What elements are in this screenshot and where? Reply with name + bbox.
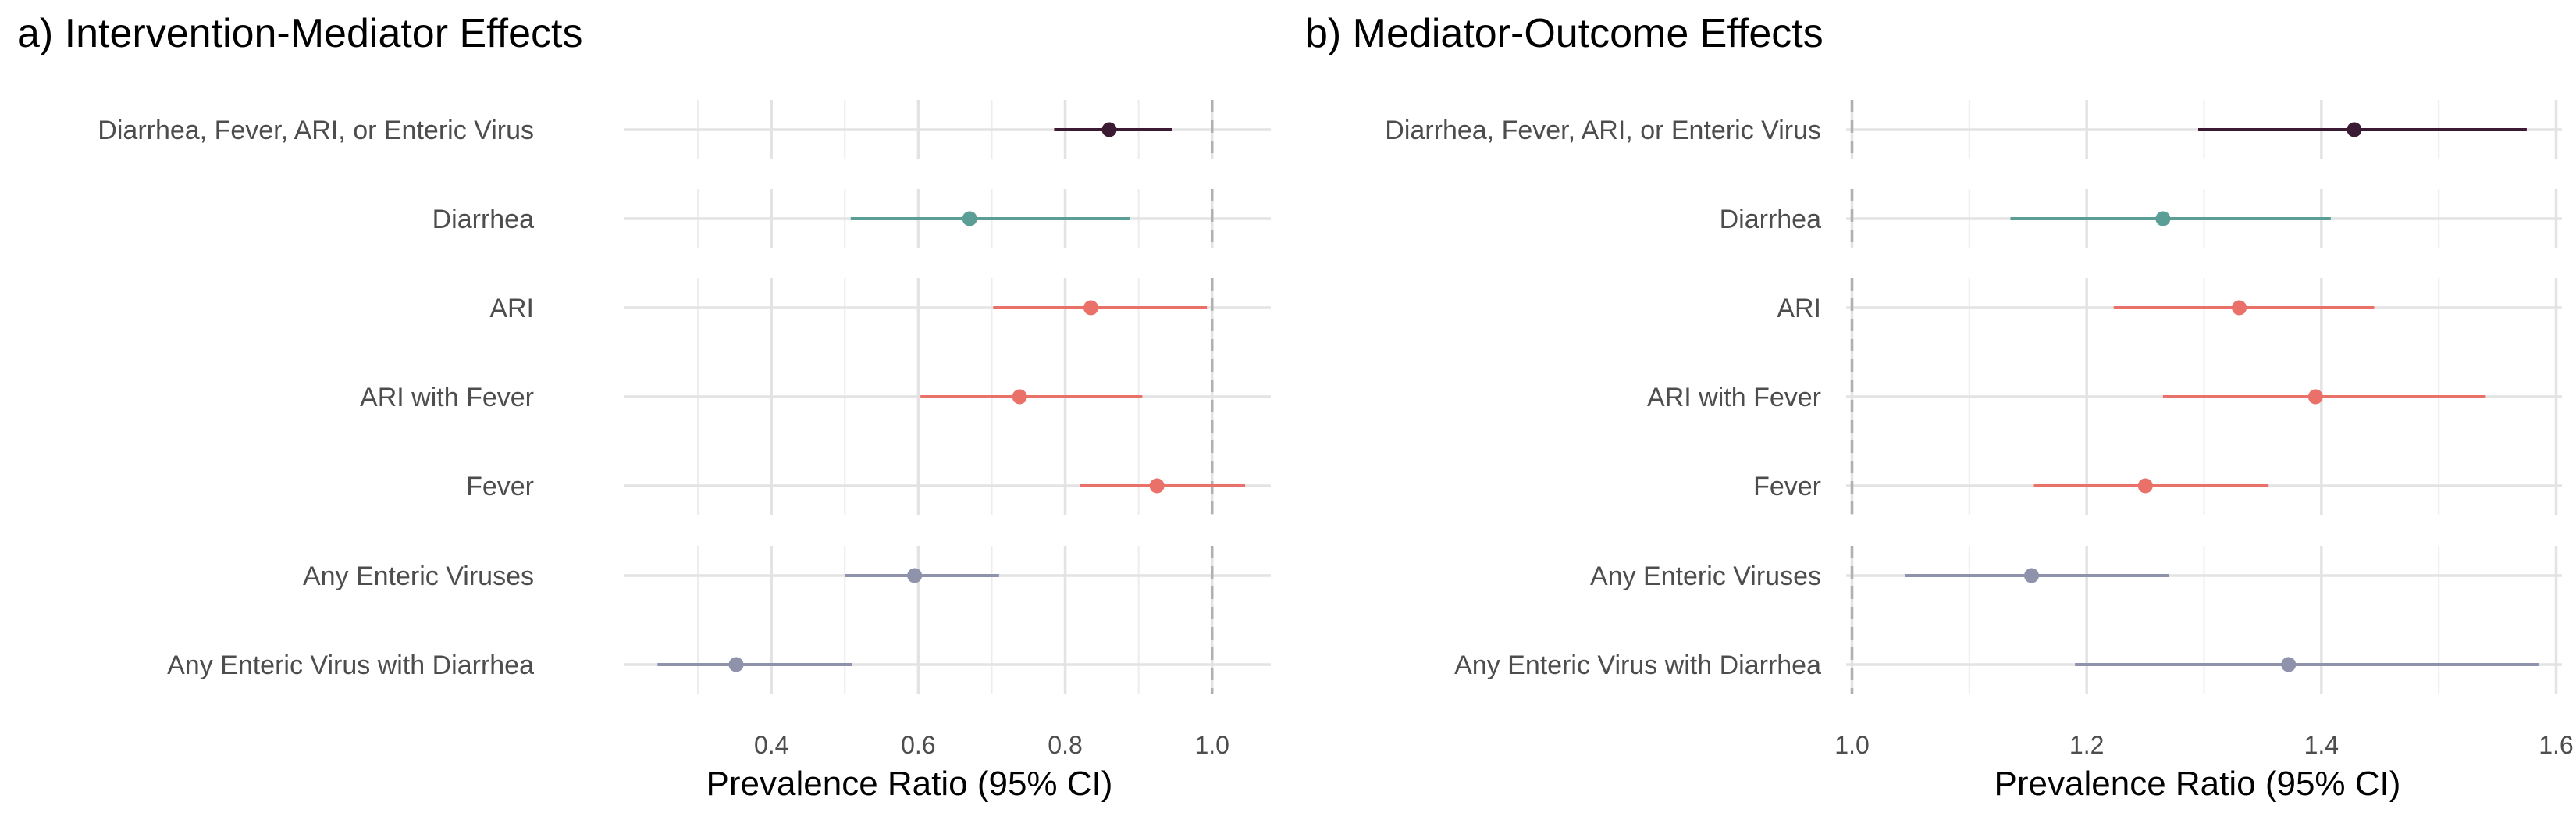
panel-mediator-outcome: b) Mediator-Outcome Effects Prevalence R…	[1305, 11, 2574, 803]
point-estimate	[2155, 211, 2171, 226]
point-estimate	[1101, 122, 1117, 137]
row-label: Fever	[1753, 472, 1821, 501]
row-label: ARI with Fever	[360, 383, 534, 412]
point-estimate	[907, 568, 923, 583]
point-estimate	[962, 211, 977, 226]
facet-grid	[624, 100, 1271, 159]
x-tick-label: 1.0	[1194, 731, 1229, 759]
row-label: Any Enteric Virus with Diarrhea	[1454, 651, 1821, 680]
row-label: Fever	[466, 472, 534, 501]
row-label: ARI	[1777, 294, 1821, 323]
x-axis-title: Prevalence Ratio (95% CI)	[1994, 765, 2401, 803]
x-tick-label: 1.4	[2304, 731, 2339, 759]
row-label: Any Enteric Viruses	[303, 562, 534, 591]
point-estimate	[2307, 389, 2323, 405]
x-axis-title: Prevalence Ratio (95% CI)	[706, 765, 1113, 803]
point-estimate	[1083, 300, 1098, 316]
point-estimate	[2281, 657, 2297, 672]
point-estimate	[2232, 300, 2247, 316]
panel-intervention-mediator: a) Intervention-Mediator Effects Prevale…	[17, 11, 1271, 803]
row-label: Diarrhea, Fever, ARI, or Enteric Virus	[98, 116, 534, 145]
point-estimate	[2137, 478, 2153, 494]
facet-grid	[1846, 546, 2562, 694]
x-tick-label: 1.6	[2539, 731, 2573, 759]
panel-title: b) Mediator-Outcome Effects	[1305, 11, 1823, 56]
point-estimate	[1012, 389, 1027, 405]
row-label: ARI with Fever	[1647, 383, 1821, 412]
x-tick-label: 1.2	[2069, 731, 2104, 759]
row-label: Diarrhea, Fever, ARI, or Enteric Virus	[1385, 116, 1821, 145]
x-tick-label: 0.6	[901, 731, 935, 759]
panel-title: a) Intervention-Mediator Effects	[17, 11, 583, 56]
point-estimate	[1149, 478, 1165, 494]
point-estimate	[2024, 568, 2040, 583]
row-label: Any Enteric Viruses	[1590, 562, 1821, 591]
facet-grid	[624, 546, 1271, 694]
row-label: Diarrhea	[432, 205, 534, 234]
x-tick-label: 1.0	[1834, 731, 1869, 759]
point-estimate	[728, 657, 744, 672]
x-tick-label: 0.4	[754, 731, 788, 759]
row-label: Diarrhea	[1720, 205, 1821, 234]
x-tick-label: 0.8	[1048, 731, 1082, 759]
row-label: ARI	[489, 294, 534, 323]
row-label: Any Enteric Virus with Diarrhea	[167, 651, 534, 680]
point-estimate	[2347, 122, 2362, 137]
